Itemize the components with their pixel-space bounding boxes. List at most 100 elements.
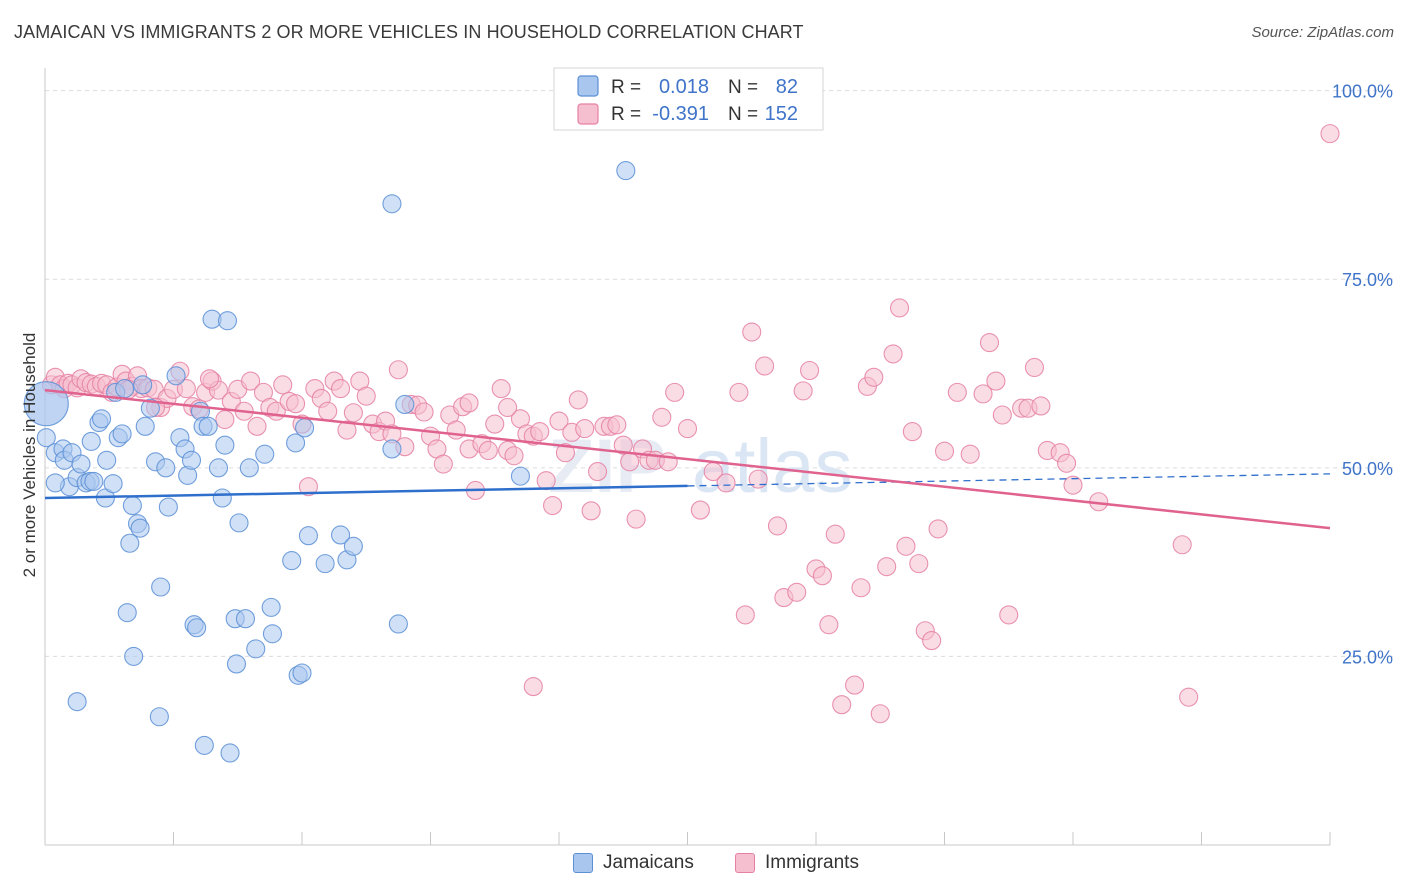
- immigrants-point: [337, 420, 357, 440]
- jamaicans-trend-line: [44, 484, 688, 500]
- jamaicans-point: [286, 433, 306, 453]
- immigrants-point: [504, 446, 524, 466]
- jamaicans-point: [292, 663, 312, 683]
- immigrants-point: [1024, 357, 1044, 378]
- immigrants-point: [613, 435, 633, 455]
- jamaicans-point: [120, 533, 140, 553]
- jamaicans-point: [261, 597, 281, 617]
- immigrants-point: [800, 360, 820, 381]
- jamaicans-point: [84, 471, 104, 491]
- jamaicans-point: [208, 458, 229, 478]
- immigrants-point: [1031, 396, 1051, 416]
- immigrants-point: [498, 397, 518, 418]
- immigrants-point: [523, 677, 543, 697]
- immigrants-point: [979, 333, 1000, 353]
- jamaicans-point: [124, 646, 144, 666]
- immigrants-point: [587, 462, 608, 482]
- jamaicans-point: [510, 466, 531, 486]
- legend-n-label-2: N =: [728, 104, 758, 125]
- immigrants-point: [748, 469, 768, 489]
- immigrants-point: [665, 382, 685, 402]
- jamaicans-point: [23, 381, 69, 427]
- immigrants-point: [1063, 475, 1083, 495]
- legend-r-label-2: R =: [611, 104, 641, 125]
- immigrants-point: [896, 536, 916, 556]
- immigrants-point: [433, 454, 453, 474]
- immigrants-point: [286, 394, 306, 414]
- immigrants-point: [607, 415, 627, 435]
- legend-swatch-immigrants-bottom: [735, 853, 755, 873]
- correlation-legend: R = 0.018 N = 82 R = -0.391 N = 152: [553, 67, 824, 131]
- immigrants-point: [176, 379, 196, 399]
- jamaicans-point: [149, 707, 169, 727]
- immigrants-point: [742, 322, 762, 342]
- immigrants-point: [960, 444, 980, 464]
- immigrants-point: [343, 403, 363, 423]
- jamaicans-point: [246, 639, 266, 659]
- immigrants-point: [812, 566, 832, 586]
- legend-item-immigrants[interactable]: Immigrants: [735, 852, 859, 874]
- immigrants-point: [992, 405, 1012, 425]
- immigrants-point: [735, 605, 755, 625]
- jamaicans-point: [158, 497, 178, 517]
- legend-n-label-1: N =: [728, 77, 758, 98]
- jamaicans-point: [140, 398, 160, 418]
- immigrants-point: [1179, 687, 1199, 707]
- immigrants-point: [485, 414, 505, 434]
- immigrants-point: [298, 477, 318, 497]
- immigrants-point: [1172, 535, 1192, 555]
- jamaicans-point: [45, 473, 65, 493]
- immigrants-point: [1057, 453, 1077, 473]
- legend-swatch-immigrants: [577, 103, 599, 125]
- chart-plot: ZIP atlas 25.0%50.0%75.0%100.0%0.0%100.0…: [20, 67, 1395, 846]
- immigrants-point: [973, 384, 993, 404]
- jamaicans-point: [135, 416, 155, 436]
- immigrants-point: [928, 519, 948, 539]
- immigrants-point: [273, 375, 293, 395]
- immigrants-point: [902, 422, 922, 442]
- immigrants-point: [787, 582, 807, 602]
- y-tick-label: 100.0%: [1332, 82, 1393, 102]
- immigrants-point: [934, 441, 955, 461]
- legend-label-immigrants: Immigrants: [765, 852, 859, 873]
- scatter-points: [23, 124, 1340, 763]
- immigrants-point: [581, 501, 601, 521]
- jamaicans-point: [67, 692, 87, 712]
- immigrants-point: [986, 371, 1006, 391]
- trend-lines: [44, 388, 1331, 530]
- immigrants-point: [690, 500, 710, 520]
- legend-r-label-1: R =: [611, 77, 641, 98]
- legend-item-jamaicans[interactable]: Jamaicans: [573, 852, 694, 874]
- immigrants-point: [446, 420, 466, 440]
- immigrants-point: [318, 401, 338, 421]
- legend-n-value-2: 152: [765, 103, 798, 125]
- immigrants-point: [568, 390, 588, 410]
- immigrants-point: [947, 382, 967, 402]
- immigrants-point: [414, 402, 434, 422]
- jamaicans-point: [117, 603, 137, 623]
- immigrants-point: [851, 578, 871, 598]
- immigrants-point: [575, 419, 595, 439]
- jamaicans-point: [166, 366, 186, 386]
- y-tick-label: 50.0%: [1342, 459, 1393, 479]
- jamaicans-point: [298, 526, 318, 546]
- immigrants-point: [652, 407, 672, 427]
- jamaicans-point: [36, 428, 56, 448]
- immigrants-point: [555, 443, 575, 463]
- jamaicans-point: [295, 418, 315, 438]
- legend-swatch-jamaicans: [577, 75, 599, 97]
- jamaicans-point: [198, 416, 218, 436]
- axes: 25.0%50.0%75.0%100.0%0.0%100.0%: [44, 68, 1393, 846]
- jamaicans-point: [388, 614, 408, 634]
- jamaicans-point: [382, 439, 402, 459]
- immigrants-point: [819, 615, 839, 635]
- immigrants-point: [247, 416, 267, 436]
- immigrants-point: [241, 371, 261, 391]
- immigrants-point: [729, 382, 749, 402]
- jamaicans-point: [229, 513, 249, 533]
- jamaicans-point: [395, 394, 415, 414]
- jamaicans-point: [103, 474, 123, 494]
- jamaicans-point: [212, 488, 232, 508]
- jamaicans-point: [315, 554, 335, 574]
- legend-n-value-1: 82: [776, 76, 798, 98]
